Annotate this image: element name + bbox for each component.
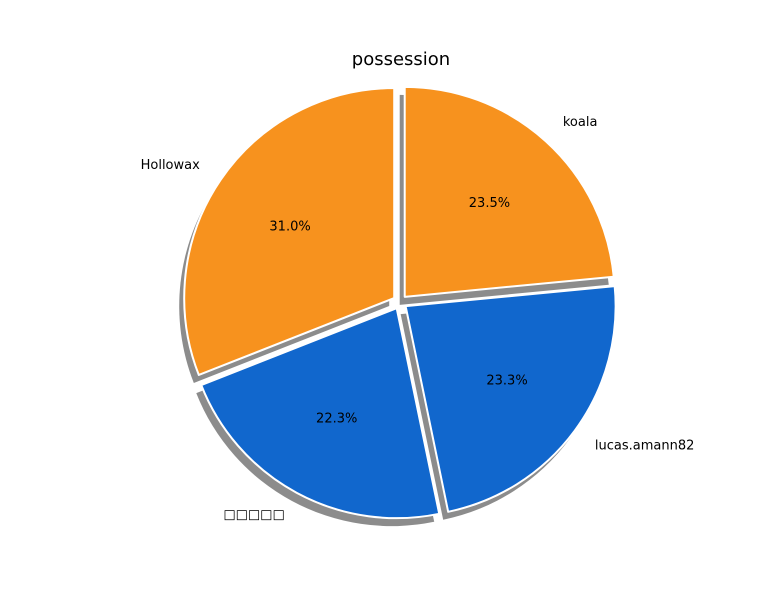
pie-labels: 23.5% koala 23.3% lucas.amann82 22.3% □□□□□ 31… [141, 115, 695, 522]
slice-percent-label: 22.3% [316, 411, 357, 426]
chart-title: possession [352, 49, 450, 70]
slice-category-label: koala [563, 115, 598, 130]
slice-percent-label: 23.3% [486, 373, 527, 388]
slice-category-label: Hollowax [141, 158, 201, 173]
slice-percent-label: 31.0% [269, 220, 310, 235]
pie-slices [183, 85, 617, 520]
pie-slice-koala [403, 85, 615, 298]
slice-category-label: □□□□□ [223, 508, 284, 523]
pie-slice-unnamed [200, 307, 441, 520]
pie-slice-hollowax [183, 87, 396, 376]
pie-slice-lucas-amann82 [404, 285, 617, 513]
slice-percent-label: 23.5% [469, 196, 510, 211]
slice-category-label: lucas.amann82 [595, 438, 695, 453]
